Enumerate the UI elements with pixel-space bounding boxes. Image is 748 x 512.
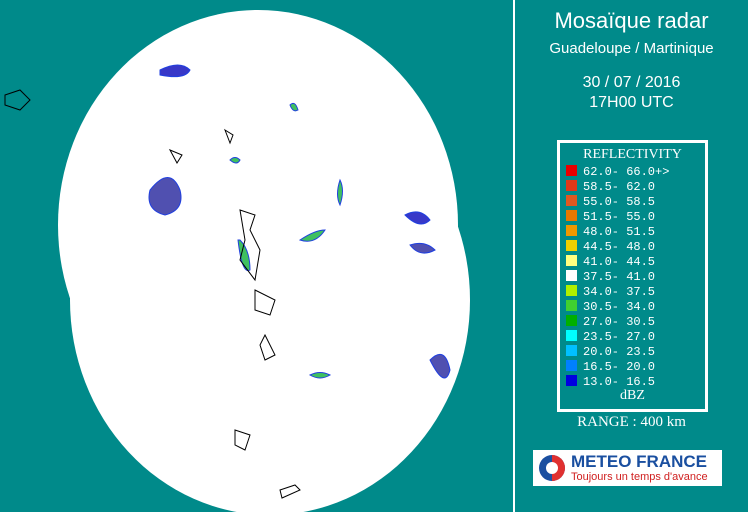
radar-coverage	[58, 10, 470, 512]
legend-row: 55.0- 58.5	[566, 195, 656, 209]
legend-row: 51.5- 55.0	[566, 210, 656, 224]
legend-swatch	[566, 195, 577, 206]
title: Mosaïque radar	[554, 8, 709, 33]
legend-swatch	[566, 375, 577, 386]
legend-row: 16.5- 20.0	[566, 360, 656, 374]
legend-title: REFLECTIVITY	[583, 147, 682, 162]
legend-swatch	[566, 300, 577, 311]
logo: METEO FRANCE Toujours un temps d'avance	[533, 450, 722, 486]
legend-label: 51.5- 55.0	[583, 210, 656, 224]
legend-row: 41.0- 44.5	[566, 255, 656, 269]
legend-swatch	[566, 255, 577, 266]
legend-label: 30.5- 34.0	[583, 300, 656, 314]
echoes	[148, 64, 451, 379]
legend-swatch	[566, 345, 577, 356]
logo-name: METEO FRANCE	[571, 452, 707, 471]
legend-label: 16.5- 20.0	[583, 360, 656, 374]
logo-icon	[539, 455, 565, 481]
legend-row: 62.0- 66.0+>	[566, 165, 670, 179]
legend-swatch	[566, 330, 577, 341]
legend-row: 13.0- 16.5	[566, 375, 656, 389]
subtitle: Guadeloupe / Martinique	[549, 40, 714, 57]
legend-label: 48.0- 51.5	[583, 225, 656, 239]
legend-label: 23.5- 27.0	[583, 330, 656, 344]
legend-swatch	[566, 165, 577, 176]
logo-slogan: Toujours un temps d'avance	[571, 471, 708, 483]
legend-row: 58.5- 62.0	[566, 180, 656, 194]
legend-row: 20.0- 23.5	[566, 345, 656, 359]
legend: REFLECTIVITY dBZ 62.0- 66.0+> 58.5- 62.0 5…	[557, 140, 708, 412]
legend-swatch	[566, 315, 577, 326]
time: 17H00 UTC	[589, 94, 674, 111]
legend-label: 55.0- 58.5	[583, 195, 656, 209]
legend-row: 37.5- 41.0	[566, 270, 656, 284]
legend-label: 13.0- 16.5	[583, 375, 656, 389]
legend-label: 58.5- 62.0	[583, 180, 656, 194]
legend-label: 44.5- 48.0	[583, 240, 656, 254]
legend-row: 34.0- 37.5	[566, 285, 656, 299]
legend-row: 23.5- 27.0	[566, 330, 656, 344]
legend-label: 34.0- 37.5	[583, 285, 656, 299]
date: 30 / 07 / 2016	[582, 74, 681, 91]
legend-swatch	[566, 360, 577, 371]
legend-swatch	[566, 210, 577, 221]
legend-label: 27.0- 30.5	[583, 315, 656, 329]
legend-swatch	[566, 225, 577, 236]
legend-label: 20.0- 23.5	[583, 345, 656, 359]
legend-swatch	[566, 180, 577, 191]
legend-label: 62.0- 66.0+>	[583, 165, 670, 179]
legend-unit: dBZ	[620, 388, 645, 403]
legend-row: 27.0- 30.5	[566, 315, 656, 329]
legend-row: 48.0- 51.5	[566, 225, 656, 239]
legend-row: 30.5- 34.0	[566, 300, 656, 314]
echoes-strong	[229, 102, 343, 379]
legend-label: 37.5- 41.0	[583, 270, 656, 284]
legend-row: 44.5- 48.0	[566, 240, 656, 254]
coastlines	[4, 89, 301, 499]
legend-swatch	[566, 240, 577, 251]
legend-swatch	[566, 270, 577, 281]
legend-swatch	[566, 285, 577, 296]
range: RANGE : 400 km	[577, 414, 686, 430]
legend-label: 41.0- 44.5	[583, 255, 656, 269]
